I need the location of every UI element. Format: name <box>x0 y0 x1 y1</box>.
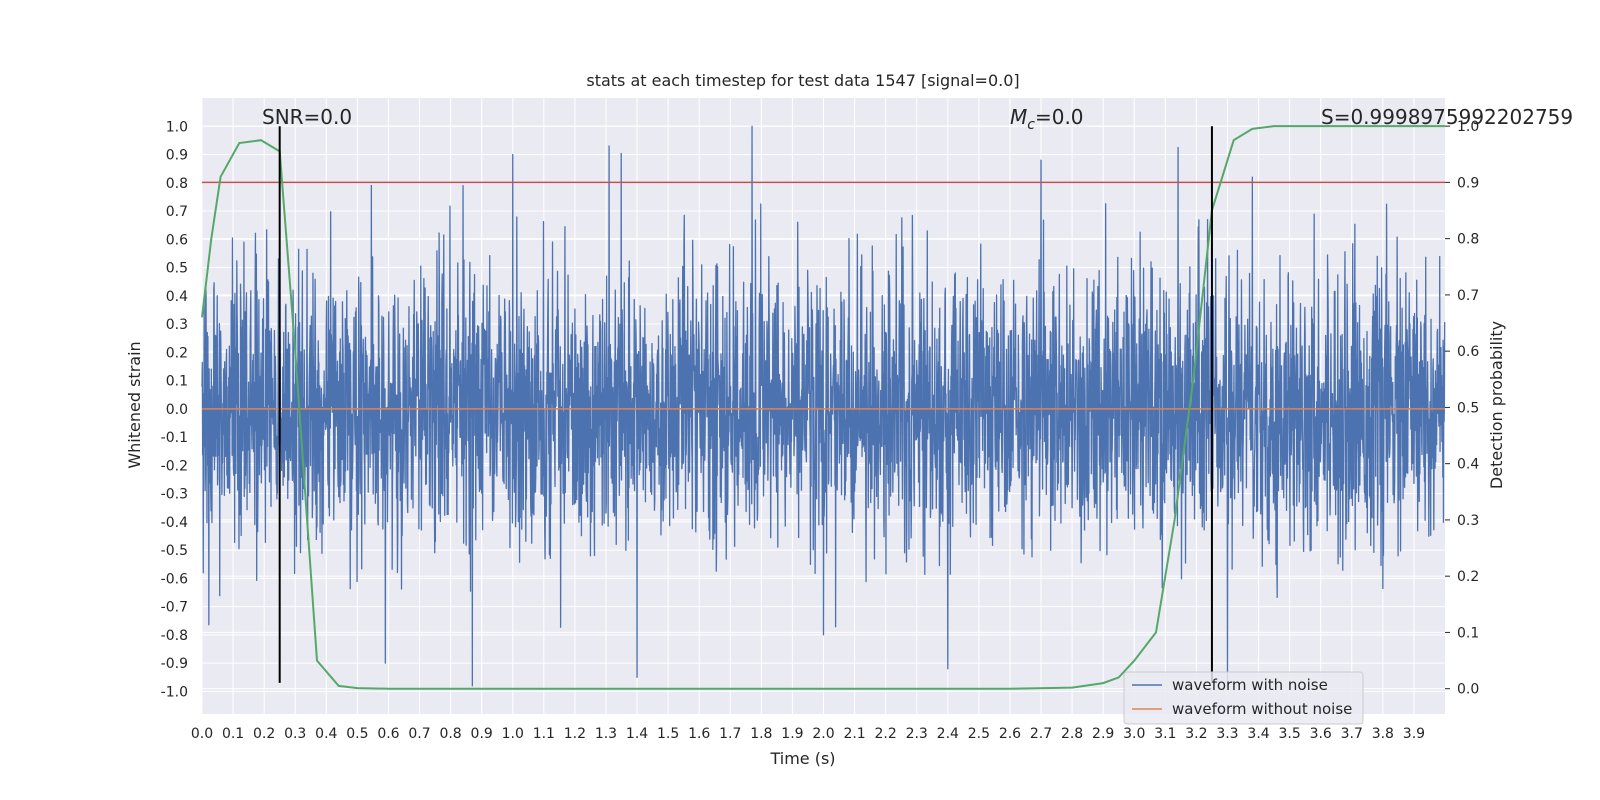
x-tick-label: 1.9 <box>781 726 803 742</box>
x-tick-label: 3.8 <box>1372 726 1394 742</box>
x-tick-label: 1.8 <box>750 726 772 742</box>
y2-tick-label: 0.9 <box>1457 175 1479 191</box>
y2-axis-ticks: 0.00.10.20.30.40.50.60.70.80.91.0 <box>1445 119 1479 698</box>
y-tick-label: -0.1 <box>161 430 188 446</box>
y-tick-label: -0.8 <box>161 628 188 644</box>
y-axis-ticks: -1.0 -0.9 -0.8 -0.7 -0.6 -0.5 -0.4 -0.3 -0.2 -0.1… <box>161 119 188 700</box>
x-tick-label: 0.1 <box>222 726 244 742</box>
y2-tick-label: 0.0 <box>1457 682 1479 698</box>
y2-tick-label: 0.8 <box>1457 232 1479 248</box>
y-tick-label: 0.4 <box>166 289 188 305</box>
x-tick-label: 2.6 <box>999 726 1021 742</box>
y2-tick-label: 0.4 <box>1457 457 1479 473</box>
y2-tick-label: 0.3 <box>1457 513 1479 529</box>
legend-label-clean: waveform without noise <box>1172 700 1352 718</box>
y-tick-label: 0.9 <box>166 148 188 164</box>
y-tick-label: 0.1 <box>166 374 188 390</box>
x-axis-ticks: 0.0 0.1 0.2 0.3 0.4 0.5 0.6 0.7 0.8 0.9 1.0 1.1 1.2 1… <box>191 726 1425 742</box>
y2-axis-label: Detection probability <box>1487 321 1506 489</box>
x-tick-label: 2.3 <box>906 726 928 742</box>
x-axis-label: Time (s) <box>769 749 835 768</box>
x-tick-label: 1.2 <box>564 726 586 742</box>
x-tick-label: 0.2 <box>253 726 275 742</box>
x-tick-label: 1.5 <box>657 726 679 742</box>
x-tick-label: 3.5 <box>1278 726 1300 742</box>
legend-label-noise: waveform with noise <box>1172 676 1328 694</box>
x-tick-label: 3.7 <box>1341 726 1363 742</box>
y-tick-label: 0.5 <box>166 261 188 277</box>
y2-tick-label: 0.7 <box>1457 288 1479 304</box>
x-tick-label: 3.9 <box>1403 726 1425 742</box>
y-tick-label: 0.7 <box>166 204 188 220</box>
x-tick-label: 1.1 <box>533 726 555 742</box>
y-tick-label: 0.2 <box>166 345 188 361</box>
x-tick-label: 0.6 <box>377 726 399 742</box>
x-tick-label: 2.5 <box>968 726 990 742</box>
x-tick-label: 0.8 <box>439 726 461 742</box>
legend: waveform with noise waveform without noi… <box>1124 672 1363 724</box>
y-tick-label: 0.3 <box>166 317 188 333</box>
x-tick-label: 3.1 <box>1154 726 1176 742</box>
x-tick-label: 0.5 <box>346 726 368 742</box>
y-tick-label: -0.6 <box>161 571 188 587</box>
x-tick-label: 3.0 <box>1123 726 1145 742</box>
y-tick-label: 0.6 <box>166 232 188 248</box>
y-tick-label: -0.2 <box>161 458 188 474</box>
chirp-mass-symbol: M <box>1010 105 1027 129</box>
y-tick-label: -0.9 <box>161 656 188 672</box>
x-tick-label: 2.0 <box>812 726 834 742</box>
x-tick-label: 1.6 <box>688 726 710 742</box>
x-tick-label: 2.9 <box>1092 726 1114 742</box>
y2-tick-label: 0.6 <box>1457 344 1479 360</box>
chart-title: stats at each timestep for test data 154… <box>586 71 1019 90</box>
y-tick-label: 0.0 <box>166 402 188 418</box>
x-tick-label: 2.1 <box>843 726 865 742</box>
x-tick-label: 0.0 <box>191 726 213 742</box>
y-tick-label: -1.0 <box>161 684 188 700</box>
y-tick-label: -0.5 <box>161 543 188 559</box>
score-annotation: S=0.9998975992202759 <box>1321 105 1573 129</box>
chart: 0.0 0.1 0.2 0.3 0.4 0.5 0.6 0.7 0.8 0.9 1.0 1.1 1.2 1… <box>0 0 1600 800</box>
y2-tick-label: 0.1 <box>1457 625 1479 641</box>
x-tick-label: 3.3 <box>1216 726 1238 742</box>
x-tick-label: 2.4 <box>937 726 959 742</box>
x-tick-label: 3.2 <box>1185 726 1207 742</box>
y2-tick-label: 0.5 <box>1457 400 1479 416</box>
x-tick-label: 3.6 <box>1310 726 1332 742</box>
x-tick-label: 1.4 <box>626 726 648 742</box>
x-tick-label: 2.2 <box>875 726 897 742</box>
x-tick-label: 0.4 <box>315 726 337 742</box>
x-tick-label: 1.0 <box>502 726 524 742</box>
x-tick-label: 2.7 <box>1030 726 1052 742</box>
x-tick-label: 0.3 <box>284 726 306 742</box>
x-tick-label: 3.4 <box>1247 726 1269 742</box>
x-tick-label: 1.7 <box>719 726 741 742</box>
y-tick-label: -0.4 <box>161 515 188 531</box>
chirp-mass-annotation: Mc=0.0 <box>1010 105 1084 133</box>
x-tick-label: 0.7 <box>408 726 430 742</box>
y-axis-label: Whitened strain <box>125 341 144 468</box>
y-tick-label: -0.7 <box>161 600 188 616</box>
y-tick-label: 0.8 <box>166 176 188 192</box>
y-tick-label: -0.3 <box>161 487 188 503</box>
chirp-mass-value: =0.0 <box>1035 105 1084 129</box>
snr-annotation: SNR=0.0 <box>262 105 352 129</box>
y-tick-label: 1.0 <box>166 119 188 135</box>
x-tick-label: 1.3 <box>595 726 617 742</box>
x-tick-label: 2.8 <box>1061 726 1083 742</box>
x-tick-label: 0.9 <box>471 726 493 742</box>
y2-tick-label: 0.2 <box>1457 569 1479 585</box>
